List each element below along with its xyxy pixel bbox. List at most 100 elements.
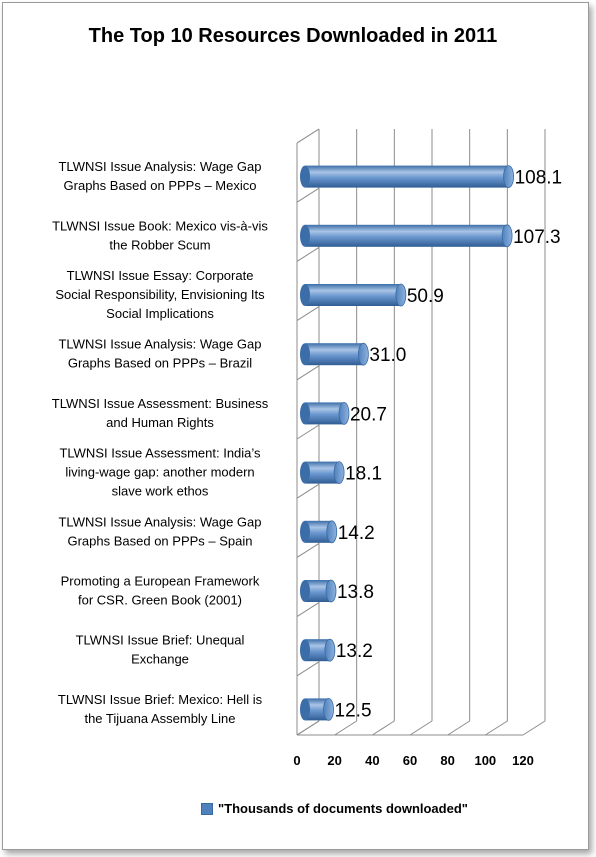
data-label: 50.9	[407, 286, 444, 307]
category-separator	[296, 661, 320, 677]
category-label-line: TLWNSI Issue Assessment: India’s	[59, 446, 261, 461]
plot-area: 0 20 40 60 80 100 120 108.1 TLWNSI Issue Analysi…	[52, 128, 562, 768]
category-label: TLWNSI Issue Brief: Unequal Exchange	[76, 633, 245, 667]
data-label: 107.3	[513, 227, 561, 248]
x-tick-label: 80	[440, 753, 454, 768]
category-separator	[296, 602, 320, 618]
floor-line-120	[522, 720, 546, 736]
x-tick-label: 120	[512, 753, 534, 768]
category-label-line: Graphs Based on PPPs – Spain	[67, 533, 252, 548]
floor-line-40	[372, 720, 395, 736]
category-label: TLWNSI Issue Assessment: Business and Hum…	[52, 396, 269, 430]
bar-base-cap	[300, 343, 310, 366]
bar-base-cap	[300, 461, 310, 484]
category-label: TLWNSI Issue Analysis: Wage Gap Graphs Ba…	[58, 337, 261, 371]
x-tick-label: 100	[474, 753, 496, 768]
bar	[300, 579, 337, 603]
bar-base-cap	[300, 165, 310, 188]
category-label-line: for CSR. Green Book (2001)	[78, 593, 242, 608]
floor-line-100	[485, 720, 508, 736]
x-tick-label: 20	[327, 753, 341, 768]
floor-line-20	[334, 720, 357, 736]
bar-body	[305, 402, 344, 425]
category-separator	[296, 542, 320, 558]
bar-body	[305, 284, 401, 306]
category-label-line: the Tijuana Assembly Line	[84, 711, 235, 726]
legend-swatch	[201, 802, 213, 815]
category-separator	[296, 246, 320, 262]
chart-title: The Top 10 Resources Downloaded in 2011	[88, 25, 498, 47]
category-separator	[296, 128, 320, 144]
category-label-line: Social Responsibility, Envisioning Its	[55, 287, 265, 302]
category-label-line: TLWNSI Issue Analysis: Wage Gap	[58, 159, 261, 174]
category-label: TLWNSI Issue Book: Mexico vis-à-vis the R…	[52, 218, 268, 252]
bar-base-cap	[300, 639, 310, 662]
bar-end-cap	[323, 698, 334, 721]
bar-base-cap	[300, 284, 310, 306]
bar-end-cap	[325, 579, 337, 603]
bar-base-cap	[300, 520, 310, 543]
floor-line-80	[447, 720, 470, 736]
data-label: 18.1	[345, 464, 382, 485]
category-separator	[296, 187, 320, 203]
floor-line-60	[409, 720, 433, 736]
bar-body	[305, 165, 509, 188]
category-label-line: TLWNSI Issue Essay: Corporate	[67, 268, 254, 283]
category-label-line: Graphs Based on PPPs – Brazil	[68, 356, 252, 371]
chart-frame: The Top 10 Resources Downloaded in 2011 …	[2, 2, 589, 850]
bar-end-cap	[503, 165, 514, 189]
data-label: 12.5	[335, 700, 372, 721]
bar	[300, 461, 345, 485]
bar-end-cap	[395, 283, 407, 307]
bar	[300, 401, 350, 425]
category-label-line: the Robber Scum	[109, 237, 210, 252]
bar-base-cap	[300, 698, 310, 721]
category-label-line: and Human Rights	[106, 415, 214, 430]
data-label: 14.2	[338, 523, 375, 544]
category-label: TLWNSI Issue Essay: Corporate Social Resp…	[55, 268, 265, 321]
category-label-line: Graphs Based on PPPs – Mexico	[64, 178, 257, 193]
category-label: TLWNSI Issue Analysis: Wage Gap Graphs Ba…	[58, 159, 261, 193]
category-label: TLWNSI Issue Brief: Mexico: Hell is the T…	[58, 692, 263, 726]
bar-body	[305, 520, 332, 543]
bar-body	[305, 224, 508, 247]
category-label-line: TLWNSI Issue Analysis: Wage Gap	[58, 514, 261, 529]
bar	[300, 342, 369, 366]
category-separator	[296, 424, 320, 440]
labels-layer: 0 20 40 60 80 100 120 108.1 TLWNSI Issue Analysi…	[52, 159, 562, 768]
bar-body	[305, 698, 329, 721]
category-label-line: TLWNSI Issue Brief: Unequal	[76, 633, 245, 648]
x-tick-label: 0	[293, 753, 300, 768]
bar	[300, 224, 513, 248]
bar-end-cap	[333, 461, 345, 485]
bar-end-cap	[338, 401, 350, 425]
bar-end-cap	[324, 638, 336, 662]
bar	[300, 283, 407, 307]
category-label-line: TLWNSI Issue Analysis: Wage Gap	[58, 337, 261, 352]
bar	[300, 520, 338, 544]
category-separator	[296, 306, 320, 322]
bar-base-cap	[300, 402, 310, 425]
data-label: 20.7	[350, 404, 387, 425]
bar-end-cap	[357, 342, 369, 366]
category-label: TLWNSI Issue Analysis: Wage Gap Graphs Ba…	[58, 514, 261, 548]
category-label-line: living-wage gap: another modern	[65, 465, 254, 480]
bar-end-cap	[501, 224, 513, 248]
x-tick-label: 60	[403, 753, 417, 768]
category-label-line: Exchange	[131, 652, 189, 667]
bar-base-cap	[300, 580, 310, 602]
bar-end-cap	[326, 520, 338, 544]
data-label: 31.0	[369, 345, 406, 366]
category-label-line: TLWNSI Issue Book: Mexico vis-à-vis	[52, 218, 268, 233]
data-label: 13.8	[337, 582, 374, 603]
category-label-line: slave work ethos	[112, 484, 209, 499]
data-label: 108.1	[515, 168, 563, 189]
category-label-line: TLWNSI Issue Brief: Mexico: Hell is	[58, 692, 263, 707]
bar	[300, 638, 336, 662]
category-separator	[296, 365, 320, 381]
bar	[300, 165, 514, 189]
category-separator	[296, 720, 320, 736]
category-separator	[296, 483, 320, 499]
category-label-line: Social Implications	[106, 306, 214, 321]
bar-body	[305, 343, 364, 366]
